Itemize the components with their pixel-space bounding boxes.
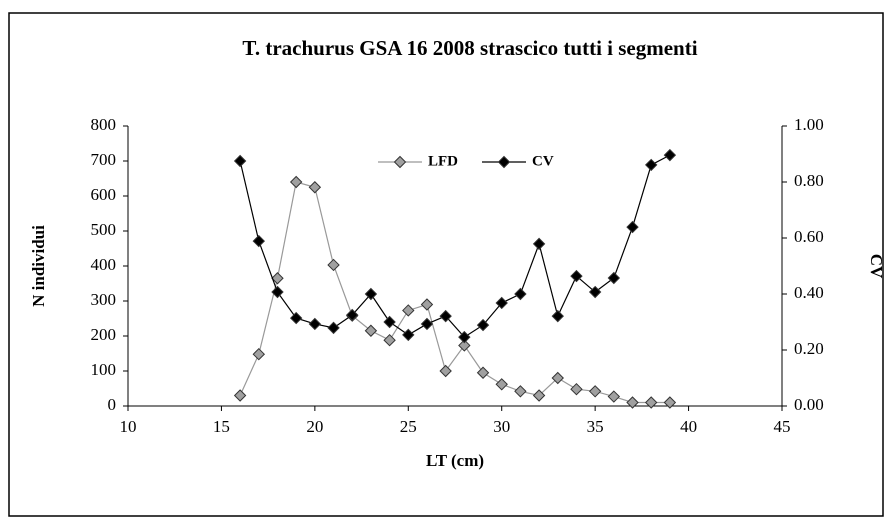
data-point	[346, 308, 359, 322]
data-point	[644, 158, 658, 172]
data-point	[588, 385, 602, 398]
data-point	[626, 396, 639, 409]
x-tick-label: 15	[213, 417, 230, 436]
y-tick-label: 600	[91, 185, 117, 204]
data-point	[514, 287, 527, 301]
data-point	[420, 298, 434, 311]
data-point	[532, 237, 546, 251]
data-point	[439, 364, 452, 378]
data-point	[271, 285, 284, 299]
data-point	[644, 396, 658, 409]
y2-axis-label: CV	[867, 254, 885, 279]
data-point	[271, 272, 284, 285]
data-point	[383, 333, 396, 347]
x-tick-label: 45	[774, 417, 791, 436]
data-point	[364, 287, 378, 301]
data-point	[495, 378, 508, 391]
data-point	[663, 148, 677, 162]
data-point	[327, 321, 340, 335]
y-tick-label: 0	[108, 395, 117, 414]
data-point	[458, 339, 471, 352]
y-tick-label: 200	[91, 325, 117, 344]
data-point	[607, 390, 621, 403]
y2-tick-label: 0.80	[794, 171, 824, 190]
data-point	[439, 309, 452, 323]
data-point	[626, 220, 639, 234]
data-point	[364, 324, 378, 337]
y-tick-label: 100	[91, 360, 117, 379]
data-point	[252, 347, 266, 361]
x-axis-label: LT (cm)	[426, 451, 484, 470]
chart-title: T. trachurus GSA 16 2008 strascico tutti…	[242, 36, 697, 60]
data-point	[458, 330, 471, 344]
data-point	[308, 181, 322, 194]
legend-marker	[497, 155, 511, 169]
data-point	[514, 385, 527, 398]
data-point	[570, 382, 583, 396]
y-tick-label: 700	[91, 150, 117, 169]
data-point	[289, 311, 303, 325]
data-point	[402, 304, 415, 317]
data-point	[289, 175, 303, 189]
data-point	[570, 269, 583, 283]
legend-marker	[393, 155, 407, 169]
data-point	[327, 258, 340, 272]
data-point	[402, 328, 415, 342]
legend-label: LFD	[428, 153, 458, 169]
data-point	[476, 366, 490, 379]
y2-tick-label: 0.40	[794, 283, 824, 302]
chart-frame	[8, 12, 884, 517]
y2-tick-label: 0.20	[794, 339, 824, 358]
x-tick-label: 40	[680, 417, 697, 436]
data-point	[233, 154, 247, 168]
y-tick-label: 300	[91, 290, 117, 309]
data-point	[551, 371, 564, 385]
data-point	[252, 234, 266, 248]
data-point	[588, 285, 602, 299]
legend-label: CV	[532, 153, 554, 169]
data-point	[607, 271, 621, 285]
y-tick-label: 500	[91, 220, 117, 239]
y-tick-label: 800	[91, 115, 117, 134]
x-tick-label: 35	[587, 417, 604, 436]
data-point	[532, 389, 546, 402]
data-point	[308, 317, 322, 331]
data-point	[233, 389, 247, 402]
x-tick-label: 30	[493, 417, 510, 436]
data-point	[420, 317, 434, 331]
data-point	[663, 396, 677, 409]
x-tick-label: 25	[400, 417, 417, 436]
y2-tick-label: 0.00	[794, 395, 824, 414]
x-tick-label: 10	[120, 417, 137, 436]
data-point	[476, 318, 490, 332]
x-tick-label: 20	[306, 417, 323, 436]
data-point	[495, 296, 508, 310]
y2-tick-label: 1.00	[794, 115, 824, 134]
y2-tick-label: 0.60	[794, 227, 824, 246]
y-axis-label: N individui	[29, 225, 48, 307]
y-tick-label: 400	[91, 255, 117, 274]
data-point	[551, 309, 564, 323]
data-point	[383, 315, 396, 329]
